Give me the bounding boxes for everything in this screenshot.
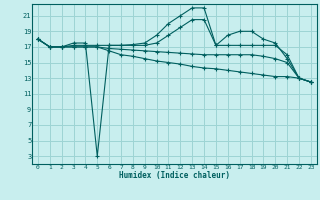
X-axis label: Humidex (Indice chaleur): Humidex (Indice chaleur) [119,171,230,180]
